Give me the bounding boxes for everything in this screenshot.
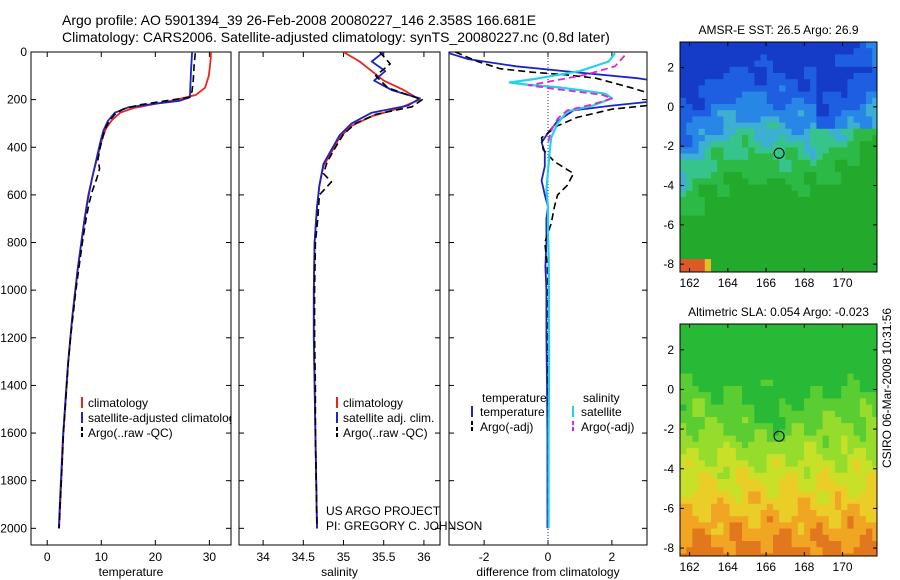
chart-title-line1: Argo profile: AO 5901394_39 26-Feb-2008 …: [62, 12, 537, 28]
temperature-xtick-label: 20: [149, 550, 163, 564]
sla_map-ytick-label: -6: [663, 501, 674, 515]
sla_map-ytick-label: -8: [663, 541, 674, 555]
chart-title-line2: Climatology: CARS2006. Satellite-adjuste…: [62, 29, 610, 45]
sla_map-profile-marker: [773, 430, 785, 442]
difference-legend-heading: salinity: [583, 391, 620, 405]
difference-x-axis-label: difference from climatology: [476, 565, 619, 579]
salinity-legend-label: climatology: [343, 396, 403, 410]
temperature-x-axis-label: temperature: [99, 565, 164, 579]
difference-series-line: [455, 52, 647, 94]
depth-tick-label: 1400: [0, 378, 27, 392]
sla_map-xtick-label: 164: [718, 560, 738, 574]
sst_map-xtick-label: 168: [794, 276, 814, 290]
temperature-legend-label: satellite-adjusted climatology: [88, 411, 241, 425]
sst_map-xtick-label: 166: [756, 276, 776, 290]
sla_map-ytick-label: -2: [663, 422, 674, 436]
sst_map-profile-marker: [773, 147, 785, 159]
difference-series-line: [508, 52, 616, 529]
sst_map-ytick-label: -8: [663, 257, 674, 271]
difference-series-line: [449, 52, 647, 81]
sla_map-ytick-label: 2: [667, 343, 674, 357]
sst_map-ytick-label: -6: [663, 218, 674, 232]
sla_map-cells: [680, 324, 877, 556]
sst_map-xtick-label: 162: [680, 276, 700, 290]
difference-xtick-label: 0: [545, 550, 552, 564]
sla_map-frame: [679, 323, 878, 557]
sla_map-title: Altimetric SLA: 0.054 Argo: -0.023: [688, 305, 869, 319]
depth-tick-label: 600: [7, 188, 27, 202]
sst_map-title: AMSR-E SST: 26.5 Argo: 26.9: [698, 23, 858, 37]
depth-tick-label: 1200: [0, 331, 27, 345]
difference-legend-label: satellite: [581, 405, 622, 419]
depth-tick-label: 1000: [0, 283, 27, 297]
sst_map-frame: [679, 41, 878, 273]
sla_map-xtick-label: 162: [680, 560, 700, 574]
difference-xtick-label: 2: [609, 550, 616, 564]
salinity-legend-label: Argo(..raw -QC): [343, 426, 428, 440]
salinity-xtick-label: 35.5: [372, 550, 396, 564]
sst_map-ytick-label: -4: [663, 179, 674, 193]
temperature-legend-label: climatology: [88, 396, 148, 410]
sst_map-ytick-label: 2: [667, 61, 674, 75]
difference-xtick-label: -2: [479, 550, 490, 564]
temperature-panel-frame: [30, 51, 232, 546]
sst_map-ytick-label: -2: [663, 139, 674, 153]
sst_map-ytick-label: 0: [667, 100, 674, 114]
sst_map-cells: [680, 42, 877, 272]
temperature-xtick-label: 30: [203, 550, 217, 564]
depth-tick-label: 1800: [0, 474, 27, 488]
difference-legend-heading: temperature: [482, 391, 547, 405]
salinity-series-line: [313, 52, 424, 529]
temperature-xtick-label: 0: [44, 550, 51, 564]
salinity-xtick-label: 35: [337, 550, 351, 564]
difference-series-line: [527, 55, 626, 143]
project-credit: US ARGO PROJECT: [326, 504, 441, 518]
depth-tick-label: 2000: [0, 521, 27, 535]
sla_map-xtick-label: 170: [833, 560, 853, 574]
salinity-xtick-label: 34: [256, 550, 270, 564]
sla_map-xtick-label: 168: [794, 560, 814, 574]
depth-tick-label: 200: [7, 93, 27, 107]
sla_map-ytick-label: -4: [663, 462, 674, 476]
sla_map-ytick-label: 0: [667, 382, 674, 396]
pi-credit: PI: GREGORY C. JOHNSON: [326, 519, 483, 533]
depth-tick-label: 0: [20, 45, 27, 59]
salinity-xtick-label: 36: [417, 550, 431, 564]
salinity-xtick-label: 34.5: [292, 550, 316, 564]
sla_map-xtick-label: 166: [756, 560, 776, 574]
difference-legend-label: Argo(-adj): [480, 420, 533, 434]
sst_map-xtick-label: 170: [833, 276, 853, 290]
temperature-series-line: [58, 53, 197, 529]
salinity-x-axis-label: salinity: [321, 565, 358, 579]
salinity-panel-frame: [238, 51, 441, 546]
temperature-legend-label: Argo(..raw -QC): [88, 426, 173, 440]
depth-tick-label: 400: [7, 140, 27, 154]
temperature-xtick-label: 10: [95, 550, 109, 564]
depth-tick-label: 800: [7, 236, 27, 250]
depth-tick-label: 1600: [0, 426, 27, 440]
sst_map-xtick-label: 164: [718, 276, 738, 290]
difference-legend-label: temperature: [480, 405, 545, 419]
difference-legend-label: Argo(-adj): [581, 420, 634, 434]
timestamp-label: CSIRO 06-Mar-2008 10:31:56: [880, 307, 894, 468]
salinity-legend-label: satellite adj. clim.: [343, 411, 434, 425]
